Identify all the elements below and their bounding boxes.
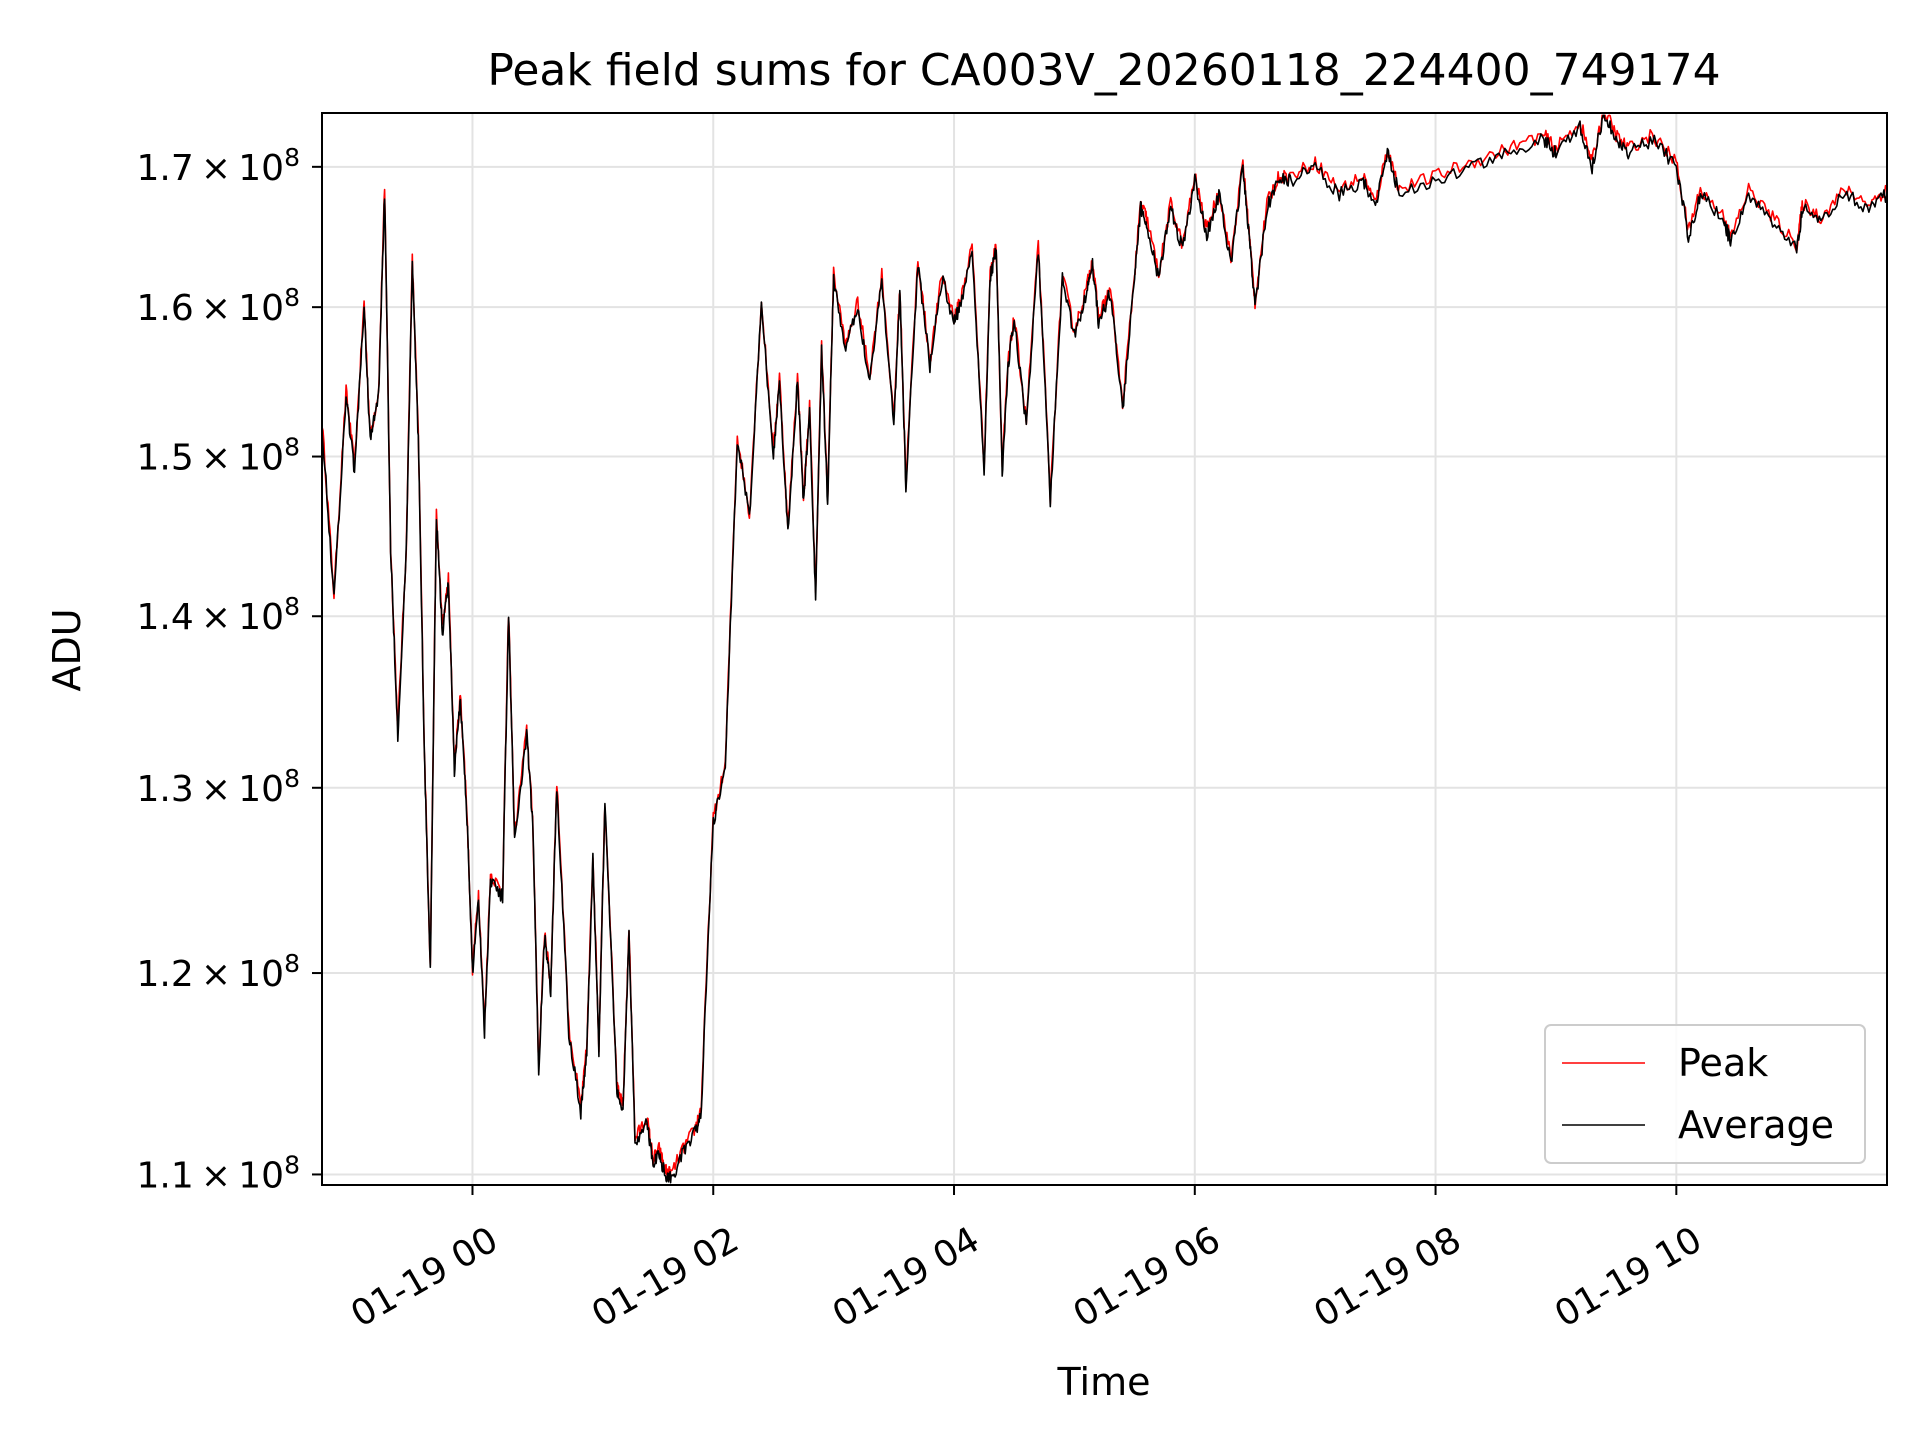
series-lines [321,114,1888,1184]
legend-box [1544,1024,1866,1164]
legend: Peak Average [1544,1024,1866,1164]
plot-frame [321,112,1888,1186]
legend-label-average: Average [1678,1103,1834,1147]
x-tick-label: 01-19 04 [826,1219,987,1335]
x-axis: 01-19 00 01-19 02 01-19 04 01-19 06 01-19 08… [344,1185,1709,1336]
y-axis-label: ADU [45,608,89,691]
x-tick-label: 01-19 00 [344,1219,505,1335]
y-tick-label: 1.5 × 108 [136,433,300,479]
y-tick-label: 1.7 × 108 [136,143,300,189]
y-tick-label: 1.4 × 108 [136,592,300,638]
y-axis: 1.1 × 108 1.2 × 108 1.3 × 108 1.4 × 108 1.5 … [136,143,322,1196]
x-tick-label: 01-19 10 [1548,1219,1709,1335]
legend-label-peak: Peak [1678,1041,1768,1085]
y-tick-label: 1.6 × 108 [136,283,300,329]
series-line-average [321,114,1888,1184]
y-tick-label: 1.1 × 108 [136,1150,300,1196]
chart-title: Peak field sums for CA003V_20260118_2244… [487,45,1720,96]
y-tick-label: 1.3 × 108 [136,764,300,810]
series-line-peak [321,114,1888,1181]
x-tick-label: 01-19 08 [1307,1219,1468,1335]
x-axis-label: Time [1057,1360,1151,1404]
x-tick-label: 01-19 06 [1067,1219,1228,1335]
y-tick-label: 1.2 × 108 [136,949,300,995]
x-tick-label: 01-19 02 [585,1219,746,1335]
